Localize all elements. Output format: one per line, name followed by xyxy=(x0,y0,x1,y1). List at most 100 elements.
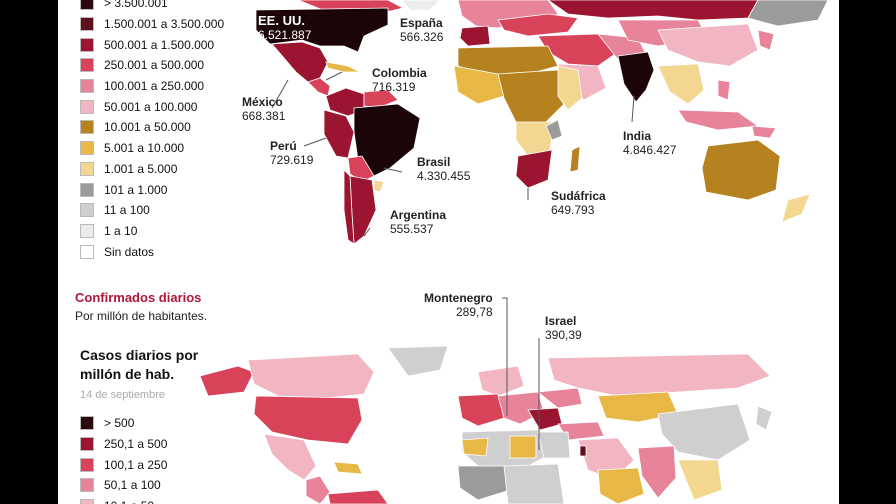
legend-swatch xyxy=(80,58,94,73)
legend-swatch xyxy=(80,120,94,135)
callout-south-africa-name: Sudáfrica xyxy=(551,189,606,203)
mexico-shape xyxy=(271,41,329,83)
legend-label: 1.001 a 5.000 xyxy=(104,161,178,176)
legend-item: > 500 xyxy=(80,413,167,434)
se-asia-bottom xyxy=(677,459,723,501)
legend-total-cases: > 3.500.001 1.500.001 a 3.500.000 500.001 … xyxy=(80,0,224,262)
legend-swatch xyxy=(80,457,94,472)
chile-shape xyxy=(343,169,355,245)
callout-mexico-name: México xyxy=(242,95,283,109)
china-shape xyxy=(657,23,759,67)
central-america-bottom xyxy=(305,475,331,504)
section-subtitle: Por millón de habitantes. xyxy=(75,309,208,323)
europe-west-bottom xyxy=(457,393,505,427)
legend-item: 11 a 100 xyxy=(80,200,224,221)
russia-bottom xyxy=(547,353,771,397)
legend-label: 5.001 a 10.000 xyxy=(104,141,185,156)
legend-swatch xyxy=(80,437,94,452)
legend-swatch xyxy=(80,17,94,32)
legend-item: 10,1 a 50 xyxy=(80,496,167,504)
callout-montenegro-name: Montenegro xyxy=(424,291,493,305)
maps-svg xyxy=(199,0,829,504)
se-asia xyxy=(657,63,705,105)
callout-spain: España 566.326 xyxy=(400,16,443,44)
india-shape xyxy=(617,51,655,103)
callout-colombia: Colombia 716.319 xyxy=(372,66,427,94)
israel-bottom xyxy=(579,445,587,457)
legend-item: 500.001 a 1.500.000 xyxy=(80,34,224,55)
madagascar xyxy=(569,145,581,173)
callout-india: India 4.846.427 xyxy=(623,129,676,157)
callout-montenegro-value: 289,78 xyxy=(455,305,493,319)
spain-shape xyxy=(459,25,491,47)
greenland-hint xyxy=(401,0,441,11)
section-title: Confirmados diarios xyxy=(75,290,202,305)
callout-south-africa: Sudáfrica 649.793 xyxy=(551,189,606,217)
legend-label: 50,1 a 100 xyxy=(104,478,161,493)
legend-swatch xyxy=(80,79,94,94)
africa-gray xyxy=(545,119,563,141)
legend-swatch xyxy=(80,416,94,431)
west-africa-bottom xyxy=(457,465,511,501)
legend-item: 100,1 a 250 xyxy=(80,454,167,475)
legend-daily-cases: > 500 250,1 a 500 100,1 a 250 50,1 a 100 10,… xyxy=(80,413,167,504)
peru-shape xyxy=(323,109,355,159)
legend-item: 50,1 a 100 xyxy=(80,475,167,496)
legend-label: 10,1 a 50 xyxy=(104,499,154,504)
legend-swatch xyxy=(80,99,94,114)
legend-swatch xyxy=(80,182,94,197)
callout-peru: Perú 729.619 xyxy=(270,139,313,167)
top-leader-lines xyxy=(271,28,635,237)
callout-us: EE. UU. 6.521.887 xyxy=(258,13,311,43)
caribbean-bottom xyxy=(333,461,363,475)
callout-spain-value: 566.326 xyxy=(400,30,444,44)
legend-label: 250,1 a 500 xyxy=(104,437,168,452)
callout-mexico: México 668.381 xyxy=(242,95,285,123)
south-america-bottom xyxy=(327,489,389,504)
legend-label: 11 a 100 xyxy=(104,203,150,218)
legend-item: Sin datos xyxy=(80,241,224,262)
daily-legend-date: 14 de septiembre xyxy=(80,389,165,401)
venezuela-shape xyxy=(363,89,399,109)
legend-swatch xyxy=(80,0,94,11)
callout-peru-name: Perú xyxy=(270,139,297,153)
alaska xyxy=(199,365,255,397)
legend-label: > 3.500.001 xyxy=(104,0,168,11)
caribbean xyxy=(325,61,361,73)
bottom-leader-lines xyxy=(502,297,540,450)
legend-swatch xyxy=(80,499,94,504)
callout-india-name: India xyxy=(623,129,652,143)
legend-item: 50.001 a 100.000 xyxy=(80,96,224,117)
callout-israel-value: 390,39 xyxy=(545,328,582,342)
legend-label: 10.001 a 50.000 xyxy=(104,120,191,135)
west-africa xyxy=(453,65,505,105)
usa-shape xyxy=(255,7,389,53)
japan-bottom xyxy=(755,405,773,431)
legend-item: 101 a 1.000 xyxy=(80,179,224,200)
central-america xyxy=(307,77,331,97)
callout-colombia-value: 716.319 xyxy=(372,80,416,94)
callout-brazil-value: 4.330.455 xyxy=(417,169,471,183)
legend-item: 10.001 a 50.000 xyxy=(80,117,224,138)
east-africa xyxy=(557,65,583,111)
callout-peru-value: 729.619 xyxy=(270,153,314,167)
callout-spain-name: España xyxy=(400,16,443,30)
brazil-shape xyxy=(353,103,421,177)
callout-montenegro: Montenegro 289,78 xyxy=(424,291,493,319)
callout-israel: Israel 390,39 xyxy=(545,314,582,342)
south-africa-shape xyxy=(515,149,553,189)
india-bottom xyxy=(637,445,677,499)
callout-argentina: Argentina 555.537 xyxy=(390,208,446,236)
legend-item: 5.001 a 10.000 xyxy=(80,138,224,159)
daily-legend-title: Casos diarios por millón de hab. xyxy=(80,347,199,382)
legend-label: 50.001 a 100.000 xyxy=(104,99,198,114)
russia-shape xyxy=(547,0,759,21)
legend-item: 1.001 a 5.000 xyxy=(80,159,224,180)
bottom-world-map xyxy=(199,345,773,504)
legend-swatch xyxy=(80,37,94,52)
callout-mexico-value: 668.381 xyxy=(242,109,286,123)
mexico-bottom xyxy=(263,433,317,481)
legend-label: 1 a 10 xyxy=(104,223,138,238)
infographic: > 3.500.001 1.500.001 a 3.500.000 500.001 … xyxy=(58,0,839,504)
png xyxy=(751,125,777,139)
